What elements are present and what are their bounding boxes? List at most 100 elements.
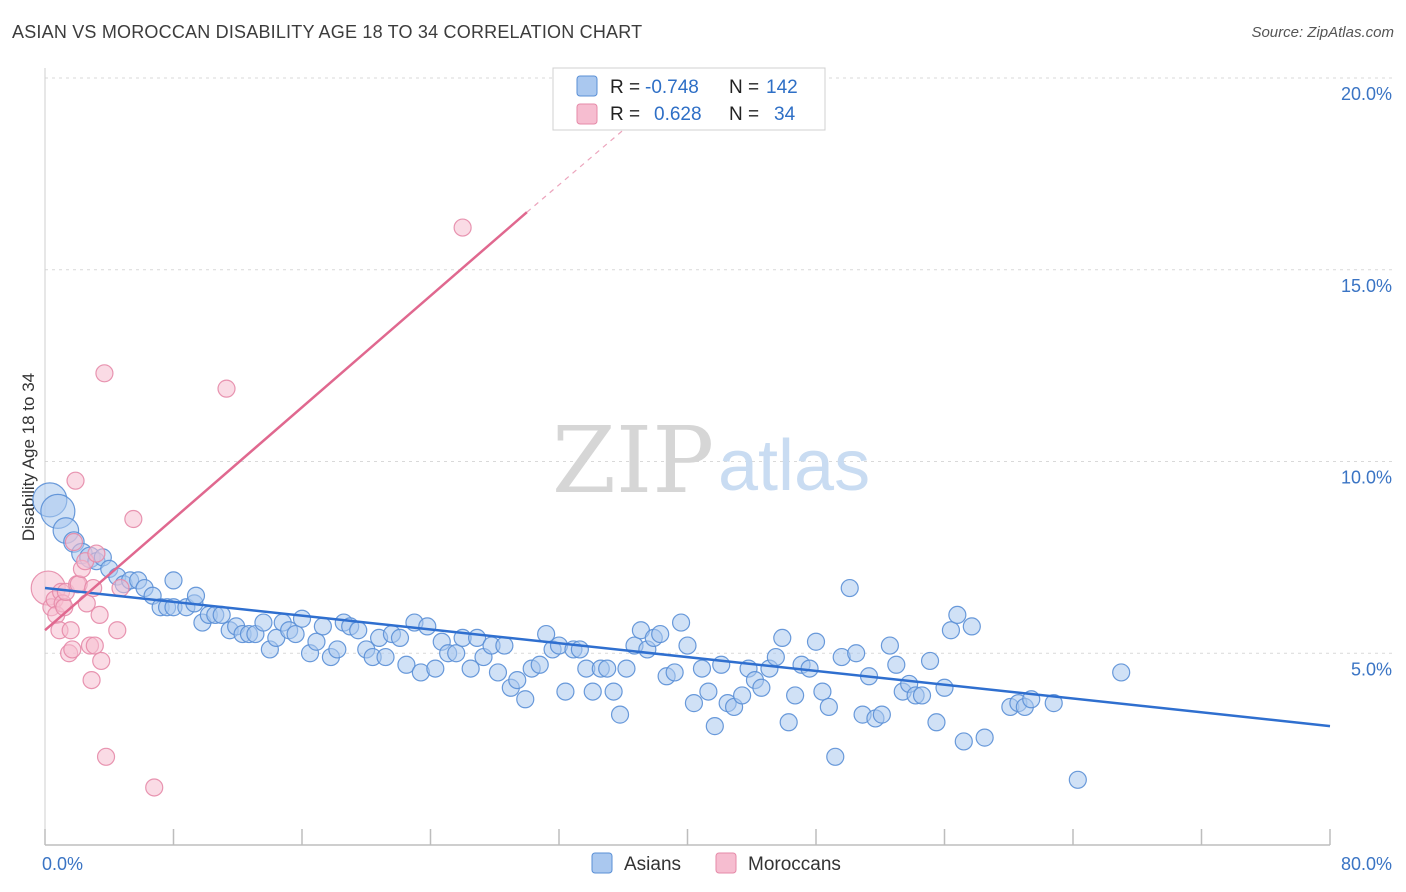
asians-point-42	[328, 640, 347, 659]
gridlines	[45, 77, 1392, 654]
moroccans-point-28	[108, 621, 127, 640]
asians-point-18	[164, 571, 183, 590]
asians-point-113	[813, 682, 832, 701]
asians-point-143	[1112, 663, 1131, 682]
asians-point-56	[426, 659, 445, 678]
y-tick-label-0: 5.0%	[1351, 659, 1392, 679]
legend-box: R = -0.748 N = 142 R = 0.628 N = 34	[552, 67, 826, 131]
moroccans-point-12	[64, 532, 84, 552]
asians-point-108	[779, 713, 798, 732]
y-axis-label: Disability Age 18 to 34	[19, 373, 38, 541]
asians-point-59	[447, 644, 466, 663]
moroccans-point-11	[63, 640, 82, 659]
asians-point-122	[872, 705, 891, 724]
x-tick-labels: 0.0% 80.0%	[42, 854, 1392, 874]
watermark-zip: ZIP	[552, 407, 714, 514]
asians-point-117	[840, 578, 859, 598]
moroccans-point-23	[87, 544, 106, 563]
asians-point-130	[927, 713, 946, 732]
trend-lines	[44, 115, 1331, 728]
asians-point-128	[912, 686, 932, 705]
asians-point-84	[617, 659, 636, 678]
asians-point-52	[397, 655, 416, 674]
moroccans-point-13	[66, 471, 85, 490]
asians-point-135	[962, 617, 981, 636]
asians-point-79	[583, 682, 602, 701]
asians-point-25	[212, 605, 231, 625]
y-tick-label-1: 10.0%	[1341, 468, 1392, 488]
legend-n-value-asians: 142	[766, 77, 798, 98]
moroccans-point-24	[90, 605, 109, 625]
asians-point-89	[651, 624, 670, 644]
y-tick-label-2: 15.0%	[1341, 276, 1392, 296]
asians-point-91	[665, 663, 684, 682]
moroccans-point-10	[61, 621, 80, 640]
y-tick-label-3: 20.0%	[1341, 84, 1392, 104]
moroccans-point-30	[124, 509, 143, 529]
asians-point-134	[954, 732, 973, 751]
asians-point-21	[186, 586, 206, 605]
moroccans-trend-line	[44, 211, 528, 632]
asians-point-112	[806, 632, 826, 651]
moroccans-point-22	[85, 636, 104, 655]
moroccans-points	[30, 218, 472, 797]
chart-title: ASIAN VS MOROCCAN DISABILITY AGE 18 TO 3…	[12, 22, 643, 42]
legend-n-label-asians: N =	[729, 77, 759, 98]
asians-point-129	[920, 651, 940, 671]
asians-point-141	[1044, 694, 1063, 713]
asians-point-95	[692, 659, 712, 678]
moroccans-point-33	[453, 218, 472, 237]
bottom-legend-swatch-moroccans	[715, 852, 737, 874]
asians-point-77	[570, 640, 589, 659]
asians-point-97	[705, 717, 724, 736]
legend-r-value-asians: -0.748	[645, 77, 699, 98]
asians-point-98	[712, 655, 731, 674]
asians-point-107	[773, 628, 792, 648]
x-tick-label-1: 80.0%	[1341, 854, 1392, 874]
asians-point-83	[610, 705, 630, 724]
moroccans-point-32	[217, 379, 236, 398]
asians-point-96	[699, 682, 718, 701]
moroccans-point-20	[82, 670, 101, 690]
asians-point-61	[461, 659, 480, 678]
asians-point-133	[948, 605, 967, 625]
asians-trend-line	[44, 586, 1331, 728]
axes	[44, 68, 1331, 846]
asians-point-123	[880, 636, 899, 655]
moroccans-point-31	[145, 778, 164, 797]
legend-swatch-moroccans	[576, 103, 598, 125]
asians-point-45	[349, 621, 368, 640]
asians-point-114	[819, 697, 838, 717]
asians-point-55	[418, 617, 437, 636]
y-tick-labels: 5.0% 10.0% 15.0% 20.0%	[1341, 84, 1392, 679]
moroccans-point-27	[96, 747, 116, 766]
asians-point-92	[671, 613, 691, 632]
asians-points	[32, 482, 1131, 789]
asians-point-109	[786, 686, 805, 705]
bottom-legend: Asians Moroccans	[591, 852, 841, 875]
asians-point-115	[826, 747, 845, 766]
asians-point-49	[376, 647, 395, 667]
asians-point-75	[556, 682, 575, 701]
y-axis-label-group: Disability Age 18 to 34	[19, 373, 38, 541]
asians-point-132	[941, 621, 961, 640]
moroccans-point-29	[111, 578, 130, 598]
asians-point-118	[847, 644, 866, 663]
asians-point-93	[678, 636, 697, 655]
asians-point-106	[766, 647, 785, 667]
asians-point-142	[1068, 770, 1087, 789]
asians-point-81	[598, 659, 617, 678]
asians-point-51	[390, 628, 410, 648]
bottom-legend-swatch-asians	[591, 852, 613, 874]
asians-point-68	[508, 670, 527, 690]
asians-point-124	[887, 655, 906, 674]
legend-r-label-asians: R =	[610, 77, 640, 98]
asians-point-37	[292, 609, 312, 628]
asians-point-69	[516, 690, 535, 709]
asians-point-101	[733, 686, 752, 705]
asians-point-131	[935, 678, 954, 697]
moroccans-point-26	[95, 364, 114, 383]
asians-point-82	[604, 682, 623, 701]
asians-point-71	[530, 655, 549, 674]
